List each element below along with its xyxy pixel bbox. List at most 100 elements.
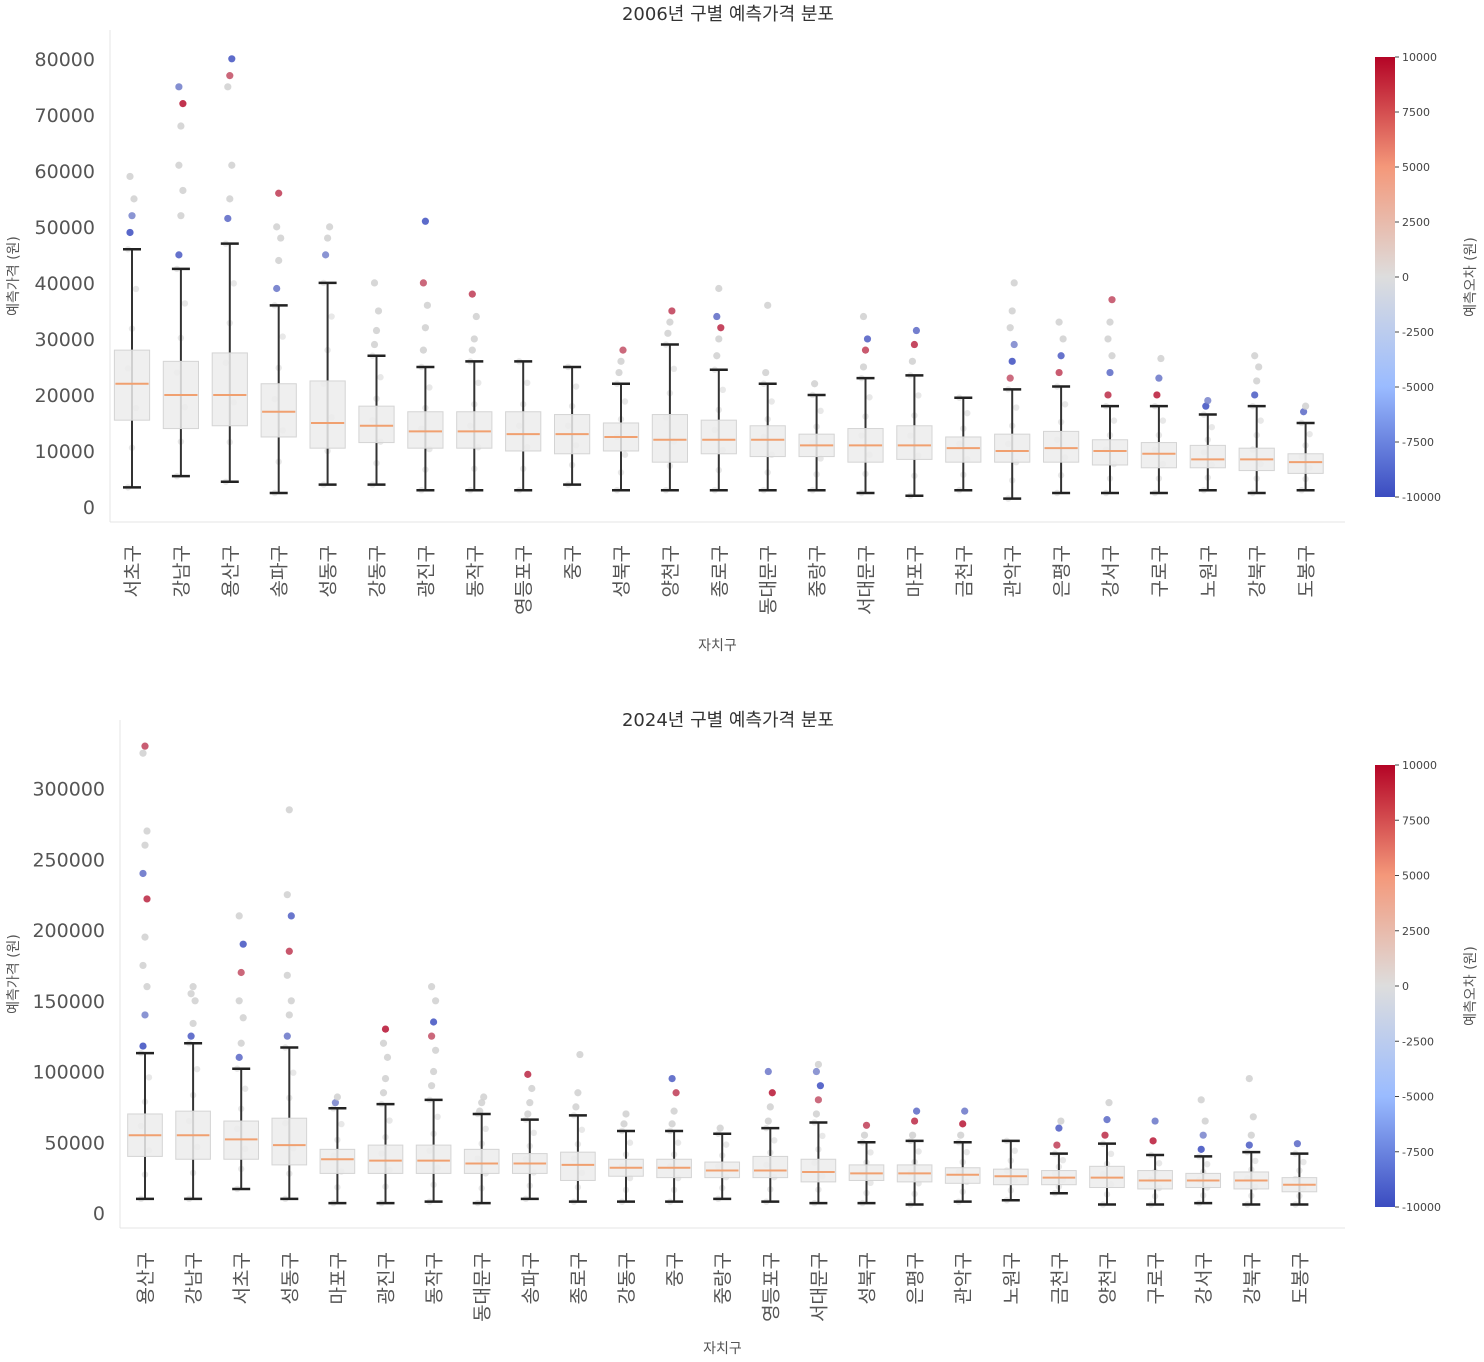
outlier-point [816,1082,825,1090]
outlier-point [187,1032,195,1040]
outlier-point [468,290,476,298]
data-point [145,1074,153,1081]
x-tick-label: 양천구 [1097,1252,1119,1304]
data-point [572,383,580,390]
outlier-point [713,352,721,360]
x-tick-label: 서초구 [231,1252,253,1304]
outlier-point [428,1032,436,1040]
x-tick-label: 중랑구 [807,545,829,597]
x-tick-label: 구로구 [1149,545,1171,597]
box-강서구 [1091,296,1129,497]
outlier-point [273,223,281,231]
box-송파구 [511,1070,548,1203]
box-금천구 [945,394,982,494]
box-서대문구 [847,312,884,497]
box-마포구 [896,326,933,499]
outlier-point [764,301,772,309]
box-성북구 [848,1121,885,1207]
x-tick-label: 강동구 [367,545,389,597]
x-tick-label: 금천구 [1049,1252,1071,1304]
data-point [578,1126,586,1133]
outlier-point [1255,363,1263,371]
outlier-point [175,83,183,91]
outlier-point [139,1042,147,1050]
data-point [181,300,189,307]
box-용산구 [211,55,248,485]
outlier-point [764,1067,772,1076]
outlier-point [1201,1117,1209,1125]
outlier-point [1245,1141,1253,1149]
outlier-point [574,1089,582,1097]
outlier-point [285,1011,293,1019]
outlier-point [189,983,197,991]
outlier-point [1199,1131,1207,1139]
x-tick-label: 강서구 [1100,545,1122,597]
box-강서구 [1185,1096,1222,1207]
box-성북구 [602,346,640,494]
colorbar-label: 예측오차 (원) [1463,237,1479,317]
outlier-point [428,983,436,991]
outlier-point [1151,1117,1159,1125]
box-iqr [456,411,493,449]
outlier-point [130,195,138,203]
x-tick-label: 성북구 [857,1252,879,1304]
data-point [1011,1147,1018,1154]
box-강북구 [1233,1075,1270,1208]
data-point [426,384,433,391]
x-tick-label: 마포구 [327,1252,349,1304]
x-tick-label: 노원구 [1001,1252,1023,1304]
x-axis-label: 자치구 [698,638,737,654]
data-point [964,409,971,417]
x-tick-label: 관악구 [953,1252,975,1304]
outlier-point [1247,1131,1255,1139]
data-point [621,451,629,458]
box-중구 [656,1075,692,1205]
outlier-point [1108,296,1116,304]
outlier-point [432,997,440,1005]
x-tick-label: 중랑구 [712,1252,734,1304]
outlier-point [379,1039,388,1047]
x-tick-label: 동작구 [464,545,486,597]
outlier-point [275,189,283,197]
data-point [1061,401,1069,408]
x-tick-label: 성동구 [279,1252,301,1304]
outlier-point [666,318,674,326]
outlier-point [139,869,147,878]
box-iqr [749,425,786,458]
box-iqr [1140,442,1178,469]
outlier-point [370,279,379,287]
box-iqr [800,1158,837,1183]
outlier-point [478,1099,486,1107]
y-axis-label: 예측가격 (원) [6,934,22,1014]
chart-title: 2024년 구별 예측가격 분포 [622,710,834,731]
data-point [193,1065,201,1073]
data-point [386,1117,393,1124]
outlier-point [139,749,147,757]
outlier-point [419,346,427,354]
outlier-point [285,806,293,814]
data-point [723,1141,730,1148]
outlier-point [1251,352,1259,360]
outlier-point [619,346,627,354]
outlier-point [1302,402,1310,410]
colorbar [1375,765,1395,1207]
outlier-point [143,827,151,835]
colorbar-tick-label: 2500 [1402,216,1430,229]
box-iqr [560,1151,596,1181]
chart-2006: 2006년 구별 예측가격 분포 0 10000 20000 30000 40000 500… [6,4,1479,654]
data-point [132,285,140,293]
outlier-point [226,195,234,203]
x-tick-label: 은평구 [905,1252,927,1304]
box-서초구 [113,172,151,491]
data-point [338,1120,345,1128]
outlier-point [175,251,183,259]
colorbar-tick-label: 0 [1402,980,1409,993]
x-tick-label: 영등포구 [513,545,535,615]
box-중랑구 [704,1124,741,1203]
x-tick-label: 관악구 [1002,545,1024,597]
outlier-point [713,312,721,321]
outlier-point [1106,368,1114,377]
outlier-point [324,234,332,242]
outlier-point [1197,1145,1205,1153]
box-iqr [271,1117,308,1166]
